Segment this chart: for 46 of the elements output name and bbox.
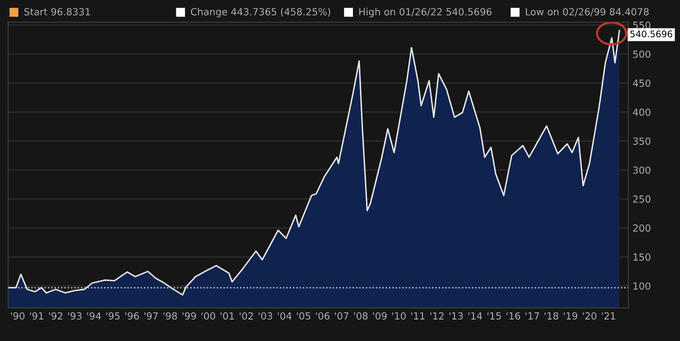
x-tick-label: '21 [602, 312, 616, 320]
x-tick-label: '19 [564, 312, 578, 320]
x-tick-label: '90 [11, 312, 24, 320]
x-tick-label: '94 [87, 312, 101, 320]
x-tick-label: '92 [49, 312, 62, 320]
x-tick-label: '10 [392, 312, 406, 320]
y-tick-label: 100 [634, 282, 650, 290]
x-tick-label: '00 [202, 312, 216, 320]
y-tick-label: 400 [632, 108, 650, 116]
y-tick-label: 350 [633, 137, 650, 145]
x-tick-label: '11 [411, 312, 425, 320]
y-tick-label: 200 [633, 224, 650, 232]
x-tick-label: '13 [449, 312, 463, 320]
x-tick-label: '96 [125, 312, 139, 320]
y-tick-label: 450 [632, 80, 650, 87]
text: Change 443.7365 (458.25%) [190, 8, 330, 18]
y-tick-label: 300 [633, 166, 650, 174]
x-tick-label: '98 [164, 312, 177, 320]
x-tick-label: '95 [106, 312, 120, 320]
x-tick-label: '18 [544, 312, 558, 320]
x-tick-label: '91 [30, 312, 44, 320]
x-tick-label: '16 [506, 312, 520, 320]
annotation: 540.5696 [630, 30, 672, 38]
x-tick-label: '97 [144, 312, 158, 320]
x-tick-label: '04 [278, 312, 292, 320]
x-tick-label: '14 [468, 312, 482, 320]
text: High on 01/26/22 540.5696 [359, 8, 492, 18]
x-tick-label: '17 [526, 312, 539, 320]
text: Start 96.8331 [24, 8, 90, 16]
x-tick-label: '01 [220, 312, 234, 320]
x-tick-label: '20 [582, 312, 596, 320]
y-tick-label: 150 [634, 253, 650, 261]
x-tick-label: '03 [258, 312, 272, 320]
text: Low on 02/26/99 84.4078 [526, 8, 649, 16]
x-tick-label: '93 [68, 312, 82, 320]
x-tick-label: '06 [316, 312, 330, 320]
y-tick-label: 250 [633, 195, 650, 203]
x-tick-label: '05 [296, 312, 310, 320]
x-tick-label: '08 [354, 312, 368, 320]
x-tick-label: '12 [430, 312, 444, 320]
x-tick-label: '15 [488, 312, 501, 320]
x-tick-label: '09 [373, 312, 387, 320]
x-tick-label: '99 [182, 312, 196, 320]
x-tick-label: '02 [240, 312, 253, 320]
y-tick-label: 500 [633, 50, 650, 58]
x-tick-label: '07 [335, 312, 348, 320]
